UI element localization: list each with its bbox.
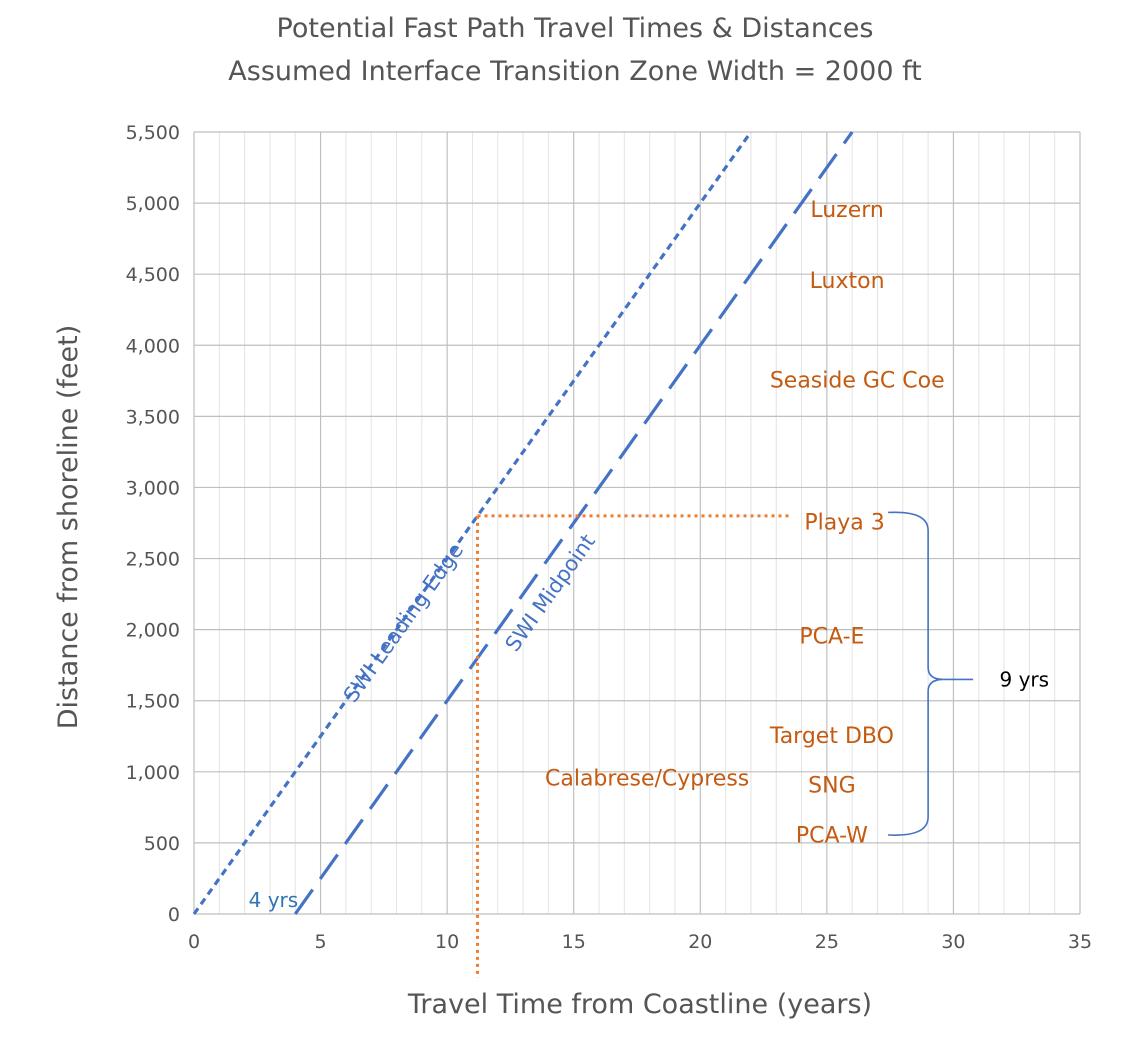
x-tick-label: 20 <box>688 931 712 953</box>
bracket <box>888 511 974 836</box>
y-tick-label: 3,500 <box>126 406 180 428</box>
series-line-swi-leading-edge <box>192 131 753 915</box>
y-tick-label: 4,000 <box>126 335 180 357</box>
x-tick-labels: 0 5 10 15 20 25 30 35 <box>188 931 1092 953</box>
bracket-path <box>888 511 944 836</box>
y-tick-label: 1,500 <box>126 691 180 713</box>
x-tick-label: 5 <box>315 931 327 953</box>
well-label-playa-3: Playa 3 <box>804 511 884 536</box>
well-label-seaside-gc-coe: Seaside GC Coe <box>770 368 945 393</box>
y-tick-label: 500 <box>144 833 180 855</box>
y-tick-label: 4,500 <box>126 264 180 286</box>
x-tick-label: 10 <box>435 931 459 953</box>
y-tick-label: 5,000 <box>126 193 180 215</box>
annotations: 4 yrs 9 yrs <box>249 667 1049 912</box>
series-line-swi-midpoint <box>293 131 854 915</box>
y-tick-labels: 0 500 1,000 1,500 2,000 2,500 3,000 3,500 4,000 4… <box>126 122 180 926</box>
annotation-4-yrs: 4 yrs <box>249 888 299 912</box>
well-label-luxton: Luxton <box>810 269 885 294</box>
well-label-pca-e: PCA-E <box>799 624 864 649</box>
x-tick-label: 0 <box>188 931 200 953</box>
x-tick-label: 25 <box>815 931 839 953</box>
well-label-target-dbo: Target DBO <box>769 724 894 749</box>
x-tick-label: 35 <box>1068 931 1092 953</box>
y-tick-label: 5,500 <box>126 122 180 144</box>
major-grid <box>193 131 1081 915</box>
x-tick-label: 15 <box>562 931 586 953</box>
y-tick-label: 1,000 <box>126 762 180 784</box>
chart-subtitle: Assumed Interface Transition Zone Width … <box>228 56 921 87</box>
y-tick-label: 2,000 <box>126 620 180 642</box>
x-axis-title: Travel Time from Coastline (years) <box>407 989 872 1020</box>
y-tick-label: 2,500 <box>126 549 180 571</box>
x-tick-label: 30 <box>941 931 965 953</box>
annotation-9-yrs: 9 yrs <box>1000 667 1050 691</box>
chart-title: Potential Fast Path Travel Times & Dista… <box>277 13 874 44</box>
well-label-calabrese-cypress: Calabrese/Cypress <box>545 767 749 792</box>
y-axis-title: Distance from shoreline (feet) <box>53 325 84 730</box>
minor-grid <box>218 132 1056 914</box>
reference-lines <box>476 514 789 978</box>
well-label-pca-w: PCA-W <box>796 823 868 848</box>
well-label-sng: SNG <box>808 774 855 799</box>
well-labels: Luzern Luxton Seaside GC Coe Playa 3 PCA-E Ta… <box>545 198 945 849</box>
series-lines <box>192 131 854 915</box>
y-tick-label: 3,000 <box>126 477 180 499</box>
well-label-luzern: Luzern <box>810 198 884 223</box>
y-tick-label: 0 <box>168 904 180 926</box>
